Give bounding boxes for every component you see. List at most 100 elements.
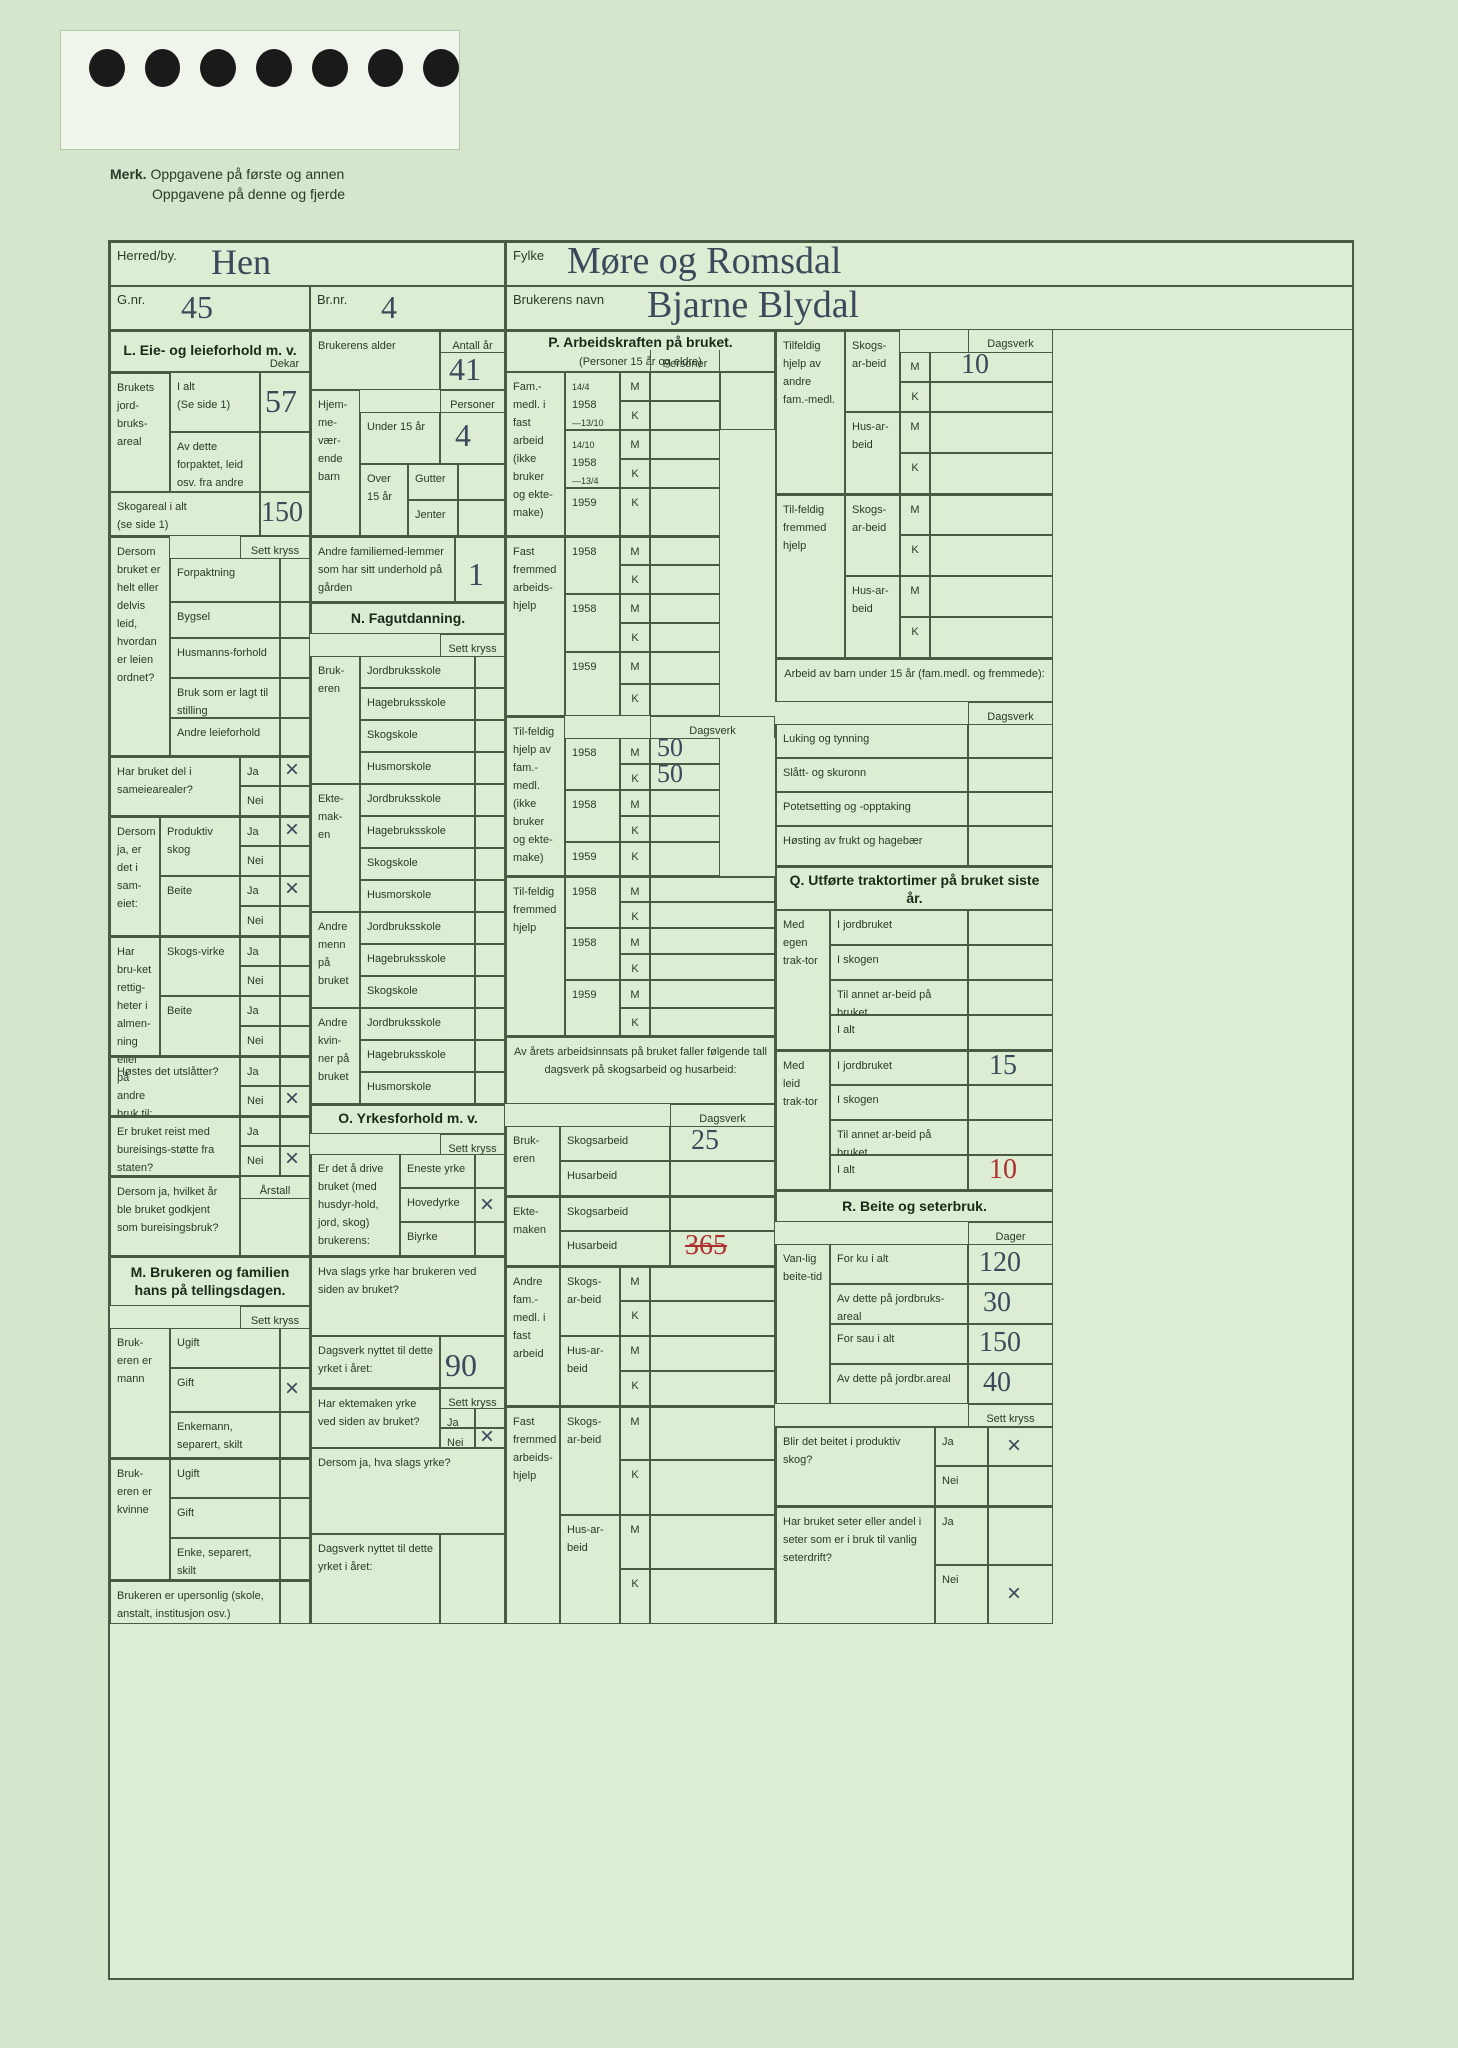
upersonlig-x[interactable] [280,1580,310,1624]
pah-k-val[interactable] [650,1371,775,1406]
n-jord-x[interactable] [475,656,505,688]
ne-husmor-x[interactable] [475,880,505,912]
m-ugift-x[interactable] [280,1328,310,1368]
ptf2-k-val[interactable] [650,816,720,842]
b2-ja-x[interactable] [280,996,310,1026]
pf-1959-m-val[interactable] [650,652,720,684]
rfh-k-val[interactable] [930,617,1053,658]
potet-val[interactable] [968,792,1053,826]
bureising-nei-x[interactable]: × [280,1146,310,1176]
beite-nei-x[interactable] [280,906,310,936]
slatt-val[interactable] [968,758,1053,792]
nk-jord-x[interactable] [475,1008,505,1040]
ptfr-m-val[interactable] [650,876,775,902]
nm-hage-x[interactable] [475,944,505,976]
ptfr2-k-val[interactable] [650,954,775,980]
beitet-nei-x[interactable] [988,1466,1053,1506]
n-skog-x[interactable] [475,720,505,752]
o-hoved-x[interactable]: × [475,1188,505,1222]
prod-ja-x[interactable]: × [280,816,310,846]
prod-nei-x[interactable] [280,846,310,876]
p-1959-k-val[interactable] [650,488,720,536]
beite-ja-x[interactable]: × [280,876,310,906]
hosting-val[interactable] [968,826,1053,866]
beitet-nei: Nei [935,1466,988,1506]
pf2h-k-val[interactable] [650,1569,775,1624]
ne-skog-x[interactable] [475,848,505,880]
forpaktning-x[interactable] [280,558,310,602]
rfh-m-val[interactable] [930,576,1053,617]
ql-annet-val[interactable] [968,1120,1053,1155]
ptf2-m-val[interactable] [650,790,720,816]
jenter-val[interactable] [458,500,505,536]
pa-k-val[interactable] [650,1301,775,1336]
p-1958b-k-val[interactable] [650,459,720,488]
k-enke-x[interactable] [280,1538,310,1580]
o-eneste-x[interactable] [475,1154,505,1188]
ptfr2-m-val[interactable] [650,928,775,954]
sameie-nei-x[interactable] [280,786,310,816]
q-jord-val[interactable] [968,910,1053,945]
m-gift-x[interactable]: × [280,1368,310,1412]
q-skog-val[interactable] [968,945,1053,980]
k-ugift-x[interactable] [280,1458,310,1498]
seter-ja-x[interactable] [988,1506,1053,1565]
bruksom-x[interactable] [280,678,310,718]
p-husarb-val[interactable] [670,1161,775,1196]
husmanns-x[interactable] [280,638,310,678]
ne-hage-x[interactable] [475,816,505,848]
n-husmor-x[interactable] [475,752,505,784]
pf2-k-val[interactable] [650,1460,775,1515]
q-annet-val[interactable] [968,980,1053,1015]
p-1958a-k-val[interactable] [650,401,720,430]
rf-m-val[interactable] [930,494,1053,535]
ekt-nei-x[interactable]: × [475,1428,505,1448]
luking-val[interactable] [968,724,1053,758]
nm-jord-x[interactable] [475,912,505,944]
bygsel-x[interactable] [280,602,310,638]
dagsverk2-val[interactable] [440,1534,505,1624]
nm-skog-x[interactable] [475,976,505,1008]
gutter-val[interactable] [458,464,505,500]
hostes-nei-x[interactable]: × [280,1086,310,1116]
rh-m-val[interactable] [930,412,1053,453]
pah-m-val[interactable] [650,1336,775,1371]
ptf3-k-val[interactable] [650,842,720,876]
ql-skog-val[interactable] [968,1085,1053,1120]
seter-nei-x[interactable]: × [988,1565,1053,1624]
bureising-ja-x[interactable] [280,1116,310,1146]
ptfr3-k-val[interactable] [650,1008,775,1036]
sameie-ja-x[interactable]: × [280,756,310,786]
rf-k-val[interactable] [930,535,1053,576]
m-enkemann-x[interactable] [280,1412,310,1458]
nk-husmor-x[interactable] [475,1072,505,1104]
rh-k-val[interactable] [930,453,1053,494]
b2-nei-x[interactable] [280,1026,310,1056]
beitet-ja-x[interactable]: × [988,1426,1053,1466]
o-biyrke-x[interactable] [475,1222,505,1256]
nk-hage-x[interactable] [475,1040,505,1072]
pf-1958b-k-val[interactable] [650,623,720,652]
pf-1958a-k-val[interactable] [650,565,720,594]
pf-1959-k-val[interactable] [650,684,720,716]
pa-m-val[interactable] [650,1266,775,1301]
andre-leie-x[interactable] [280,718,310,756]
arstall-value[interactable] [240,1198,310,1256]
pf-1958a-m-val[interactable] [650,536,720,565]
ptfr-k-val[interactable] [650,902,775,928]
r-k-val[interactable] [930,382,1053,412]
pf2h-m-val[interactable] [650,1515,775,1569]
ptfr3-m-val[interactable] [650,980,775,1008]
p-1958a-m-val[interactable] [650,372,720,401]
q-ialt-val[interactable] [968,1015,1053,1050]
k-gift-x[interactable] [280,1498,310,1538]
pf2-m-val[interactable] [650,1406,775,1460]
pe-skogsarb-val[interactable] [670,1196,775,1231]
pf-1958b-m-val[interactable] [650,594,720,623]
sv-ja-x[interactable] [280,936,310,966]
ne-jord-x[interactable] [475,784,505,816]
p-1958b-m-val[interactable] [650,430,720,459]
hostes-ja-x[interactable] [280,1056,310,1086]
sv-nei-x[interactable] [280,966,310,996]
n-hage-x[interactable] [475,688,505,720]
